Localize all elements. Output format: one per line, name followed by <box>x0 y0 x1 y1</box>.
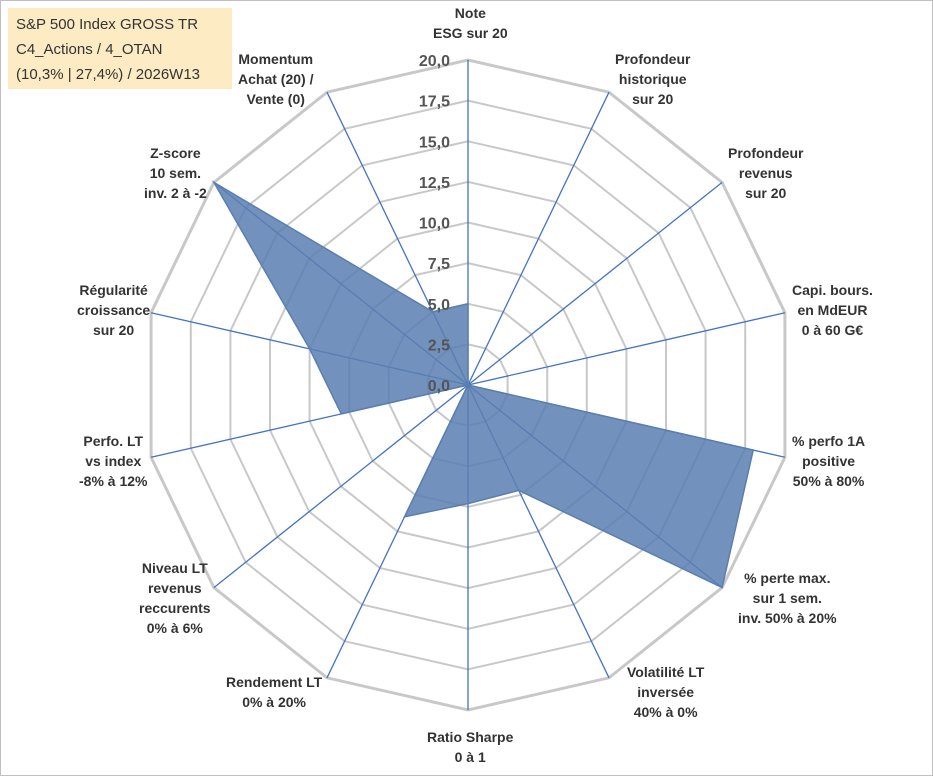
axis-label-line: Profondeur <box>728 145 804 161</box>
axis-label-line: Achat (20) / <box>238 71 314 87</box>
axis-label: % perfo 1A positive 50% à 80% <box>792 431 865 491</box>
axis-label: % perte max. sur 1 sem. inv. 50% à 20% <box>738 568 837 628</box>
axis-label: Volatilité LT inversée 40% à 0% <box>627 662 704 722</box>
axis-label-line: Ratio Sharpe <box>427 729 514 745</box>
axis-label-line: % perte max. <box>744 570 831 586</box>
axis-label-line: Capi. bours. <box>792 282 873 298</box>
axis-label-line: % perfo 1A <box>792 433 866 449</box>
axis-label-line: -8% à 12% <box>79 473 148 489</box>
axis-label-line: 40% à 0% <box>633 704 698 720</box>
axis-label-line: reccurents <box>139 600 211 616</box>
axis-label: Profondeur revenus sur 20 <box>728 143 803 203</box>
axis-label-line: sur 20 <box>632 91 674 107</box>
axis-label-line: revenus <box>738 165 793 181</box>
radar-series <box>211 180 755 589</box>
tick-label: 7,5 <box>428 256 450 273</box>
axis-label: Ratio Sharpe 0 à 1 <box>427 727 513 767</box>
axis-label-line: 10 sem. <box>149 165 202 181</box>
axis-label-line: revenus <box>147 580 202 596</box>
tick-label: 2,5 <box>428 337 450 354</box>
info-period: (10,3% | 27,4%) / 2026W13 <box>16 66 200 83</box>
axis-label-line: sur 20 <box>92 322 135 338</box>
axis-label: Momentum Achat (20) / Vente (0) <box>238 49 313 109</box>
axis-label: Perfo. LT vs index -8% à 12% <box>79 431 147 491</box>
axis-label-line: Perfo. LT <box>83 433 144 449</box>
axis-label: Régularité croissance sur 20 <box>77 280 150 340</box>
tick-label: 20,0 <box>419 53 450 70</box>
axis-label-line: inv. 50% à 20% <box>738 610 837 626</box>
info-category: C4_Actions / 4_OTAN <box>16 41 163 58</box>
axis-label-line: Momentum <box>238 51 314 67</box>
axis-label-line: sur 20 <box>745 185 787 201</box>
tick-label: 15,0 <box>419 134 450 151</box>
axis-label-line: en MdEUR <box>797 302 868 318</box>
axis-label-line: Régularité <box>79 282 148 298</box>
tick-label: 17,5 <box>419 94 450 111</box>
axis-label-line: 0% à 20% <box>242 694 307 710</box>
axis-label: Niveau LT revenus reccurents 0% à 6% <box>139 558 211 638</box>
axis-label: Capi. bours. en MdEUR 0 à 60 G€ <box>792 280 873 340</box>
info-title: S&P 500 Index GROSS TR <box>16 16 199 33</box>
axis-label-line: Vente (0) <box>246 91 305 107</box>
info-box: S&P 500 Index GROSS TR C4_Actions / 4_OT… <box>8 8 232 89</box>
axis-label-line: vs index <box>85 453 142 469</box>
axis-label-line: positive <box>802 453 856 469</box>
tick-label: 5,0 <box>428 297 450 314</box>
tick-label: 12,5 <box>419 175 450 192</box>
axis-spoke <box>467 312 786 386</box>
axis-label-line: 0% à 6% <box>146 620 203 636</box>
axis-label: Z-score 10 sem. inv. 2 à -2 <box>144 143 207 203</box>
axis-label: Rendement LT 0% à 20% <box>226 672 322 712</box>
axis-label-line: 0 à 1 <box>454 749 486 765</box>
axis-spoke <box>467 91 610 386</box>
axis-label-line: inv. 2 à -2 <box>144 185 207 201</box>
axis-label-line: Volatilité LT <box>627 664 705 680</box>
axis-label-line: Rendement LT <box>226 674 323 690</box>
axis-label-line: Z-score <box>150 145 201 161</box>
axis-label-line: inversée <box>637 684 695 700</box>
axis-label-line: sur 1 sem. <box>752 590 822 606</box>
tick-label: 10,0 <box>419 216 450 233</box>
axis-label-line: historique <box>618 71 687 87</box>
axis-label: Profondeur historique sur 20 <box>615 49 690 109</box>
axis-spoke <box>467 181 723 386</box>
axis-label: Note ESG sur 20 <box>433 3 508 43</box>
tick-label: 0,0 <box>428 378 450 395</box>
series-area <box>211 180 755 589</box>
axis-label-line: ESG sur 20 <box>433 25 508 41</box>
axis-label-line: Profondeur <box>615 51 691 67</box>
radar-tick-labels: 0,0 2,5 5,0 7,5 10,0 12,5 15,0 17,5 20,0 <box>419 53 450 395</box>
axis-label-line: Niveau LT <box>141 560 208 576</box>
axis-label-line: 0 à 60 G€ <box>801 322 864 338</box>
axis-label-line: Note <box>454 5 486 21</box>
axis-label-line: croissance <box>77 302 151 318</box>
axis-spoke <box>213 384 469 589</box>
axis-label-line: 50% à 80% <box>792 473 865 489</box>
